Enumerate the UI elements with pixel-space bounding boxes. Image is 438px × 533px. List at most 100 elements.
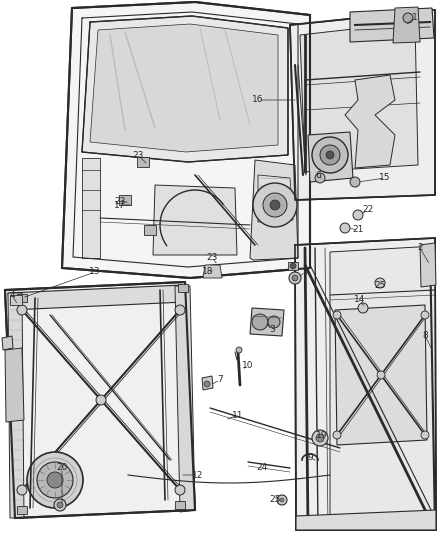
Text: 7: 7 xyxy=(217,376,223,384)
Circle shape xyxy=(57,502,63,508)
Polygon shape xyxy=(250,308,284,336)
Circle shape xyxy=(96,395,106,405)
Circle shape xyxy=(403,13,413,23)
Circle shape xyxy=(312,430,328,446)
Polygon shape xyxy=(178,284,188,292)
Circle shape xyxy=(375,278,385,288)
Circle shape xyxy=(333,311,341,319)
Circle shape xyxy=(37,462,73,498)
Polygon shape xyxy=(345,75,395,168)
Circle shape xyxy=(54,499,66,511)
Text: 23: 23 xyxy=(206,254,218,262)
Text: 2: 2 xyxy=(417,244,423,253)
Text: 23: 23 xyxy=(132,150,144,159)
Circle shape xyxy=(253,183,297,227)
Circle shape xyxy=(263,193,287,217)
Bar xyxy=(82,158,100,258)
Circle shape xyxy=(47,472,63,488)
Circle shape xyxy=(316,434,324,442)
Text: 21: 21 xyxy=(352,225,364,235)
Polygon shape xyxy=(62,2,310,278)
Polygon shape xyxy=(17,506,27,514)
Circle shape xyxy=(204,381,210,387)
Polygon shape xyxy=(295,238,436,530)
Circle shape xyxy=(290,263,296,269)
Polygon shape xyxy=(203,265,222,278)
Circle shape xyxy=(350,177,360,187)
Circle shape xyxy=(377,371,385,379)
Text: 19: 19 xyxy=(316,431,328,440)
Circle shape xyxy=(312,137,348,173)
Polygon shape xyxy=(258,175,293,222)
Polygon shape xyxy=(420,243,436,287)
Polygon shape xyxy=(153,185,237,255)
Circle shape xyxy=(333,431,341,439)
Circle shape xyxy=(277,495,287,505)
Circle shape xyxy=(268,316,280,328)
Polygon shape xyxy=(250,160,298,260)
Circle shape xyxy=(320,145,340,165)
Text: 22: 22 xyxy=(362,206,374,214)
Circle shape xyxy=(27,452,83,508)
Circle shape xyxy=(280,498,284,502)
Circle shape xyxy=(421,431,429,439)
Circle shape xyxy=(292,275,298,281)
Polygon shape xyxy=(288,262,298,270)
Polygon shape xyxy=(2,336,13,350)
Text: 16: 16 xyxy=(252,95,264,104)
Text: 12: 12 xyxy=(192,471,204,480)
Text: 9: 9 xyxy=(307,454,313,463)
Text: 6: 6 xyxy=(315,171,321,180)
Polygon shape xyxy=(202,376,213,390)
Polygon shape xyxy=(335,305,427,445)
Polygon shape xyxy=(82,16,288,162)
Circle shape xyxy=(315,173,325,183)
Polygon shape xyxy=(17,294,27,302)
Polygon shape xyxy=(144,225,156,235)
Polygon shape xyxy=(300,22,418,172)
Text: 1: 1 xyxy=(412,13,418,22)
Polygon shape xyxy=(393,7,420,43)
Text: 18: 18 xyxy=(202,268,214,277)
Polygon shape xyxy=(10,295,22,305)
Polygon shape xyxy=(308,132,353,182)
Text: 20: 20 xyxy=(57,464,68,472)
Circle shape xyxy=(252,314,268,330)
Text: 13: 13 xyxy=(89,268,101,277)
Text: 15: 15 xyxy=(379,174,391,182)
Polygon shape xyxy=(350,8,434,42)
Circle shape xyxy=(17,485,27,495)
Text: 23: 23 xyxy=(114,198,126,206)
Polygon shape xyxy=(330,246,436,525)
Text: 3: 3 xyxy=(269,326,275,335)
Circle shape xyxy=(17,305,27,315)
Polygon shape xyxy=(5,348,24,422)
Polygon shape xyxy=(290,10,435,200)
Circle shape xyxy=(358,303,368,313)
Circle shape xyxy=(421,311,429,319)
Text: 11: 11 xyxy=(232,410,244,419)
Text: 14: 14 xyxy=(354,295,366,304)
Text: 4: 4 xyxy=(9,290,15,300)
Polygon shape xyxy=(8,285,185,310)
Text: 25: 25 xyxy=(374,280,386,289)
Polygon shape xyxy=(175,501,185,509)
Circle shape xyxy=(236,347,242,353)
Circle shape xyxy=(326,151,334,159)
Polygon shape xyxy=(5,282,195,518)
Polygon shape xyxy=(137,157,149,167)
Text: 5: 5 xyxy=(302,268,308,277)
Text: 8: 8 xyxy=(422,330,428,340)
Polygon shape xyxy=(119,195,131,205)
Circle shape xyxy=(175,305,185,315)
Polygon shape xyxy=(296,510,436,530)
Text: 17: 17 xyxy=(114,200,126,209)
Text: 25: 25 xyxy=(269,496,281,505)
Polygon shape xyxy=(90,24,278,152)
Circle shape xyxy=(270,200,280,210)
Circle shape xyxy=(340,223,350,233)
Circle shape xyxy=(353,210,363,220)
Circle shape xyxy=(289,272,301,284)
Polygon shape xyxy=(8,293,24,518)
Text: 10: 10 xyxy=(242,360,254,369)
